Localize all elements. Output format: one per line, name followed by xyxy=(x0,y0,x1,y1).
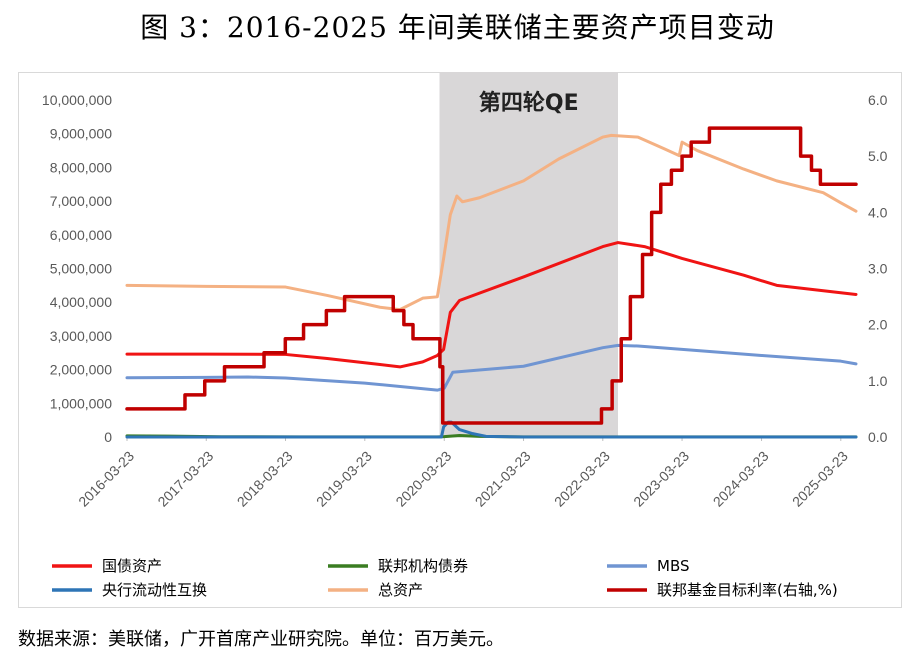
y-right-tick-label: 6.0 xyxy=(868,92,888,108)
y-right-tick-label: 5.0 xyxy=(868,148,888,164)
legend-label-mbs: MBS xyxy=(657,557,690,575)
x-tick-label: 2022-03-23 xyxy=(551,448,613,510)
y-left-tick-label: 3,000,000 xyxy=(50,328,112,344)
x-tick-label: 2018-03-23 xyxy=(234,448,296,510)
y-left-tick-label: 8,000,000 xyxy=(50,159,112,175)
y-left-tick-label: 9,000,000 xyxy=(50,126,112,142)
y-right-tick-label: 2.0 xyxy=(868,317,888,333)
series-line-treasury xyxy=(125,241,858,369)
source-note: 数据来源：美联储，广开首席产业研究院。单位：百万美元。 xyxy=(18,629,504,650)
qe-shade xyxy=(439,72,618,437)
y-left-tick-label: 0 xyxy=(104,429,112,445)
y-right-tick-label: 4.0 xyxy=(868,204,888,220)
y-right-tick-label: 0.0 xyxy=(868,429,888,445)
x-tick-label: 2017-03-23 xyxy=(154,448,216,510)
series-line-fedrate xyxy=(125,126,858,425)
legend-label-agency: 联邦机构债券 xyxy=(378,557,468,575)
legend-label-treasury: 国债资产 xyxy=(102,557,162,575)
y-left-tick-label: 5,000,000 xyxy=(50,261,112,277)
legend-label-total: 总资产 xyxy=(378,581,423,599)
y-left-tick-label: 6,000,000 xyxy=(50,227,112,243)
x-tick-label: 2021-03-23 xyxy=(472,448,534,510)
y-right-tick-label: 1.0 xyxy=(868,373,888,389)
x-tick-label: 2020-03-23 xyxy=(392,448,454,510)
x-tick-label: 2025-03-23 xyxy=(789,448,851,510)
x-tick-label: 2023-03-23 xyxy=(630,448,692,510)
legend-label-fedrate: 联邦基金目标利率(右轴,%) xyxy=(657,581,838,599)
x-tick-label: 2019-03-23 xyxy=(313,448,375,510)
x-tick-label: 2016-03-23 xyxy=(75,448,137,510)
y-left-tick-label: 10,000,000 xyxy=(42,92,112,108)
chart-title: 图 3：2016-2025 年间美联储主要资产项目变动 xyxy=(140,11,775,44)
series-line-swaps xyxy=(125,420,858,439)
legend-label-swaps: 央行流动性互换 xyxy=(102,581,207,599)
series-line-mbs xyxy=(125,343,858,392)
qe-label: 第四轮QE xyxy=(479,90,579,116)
series-line-total xyxy=(125,133,858,312)
y-left-tick-label: 2,000,000 xyxy=(50,362,112,378)
y-left-tick-label: 4,000,000 xyxy=(50,294,112,310)
x-tick-label: 2024-03-23 xyxy=(710,448,772,510)
y-right-tick-label: 3.0 xyxy=(868,261,888,277)
y-left-tick-label: 1,000,000 xyxy=(50,395,112,411)
y-left-tick-label: 7,000,000 xyxy=(50,193,112,209)
